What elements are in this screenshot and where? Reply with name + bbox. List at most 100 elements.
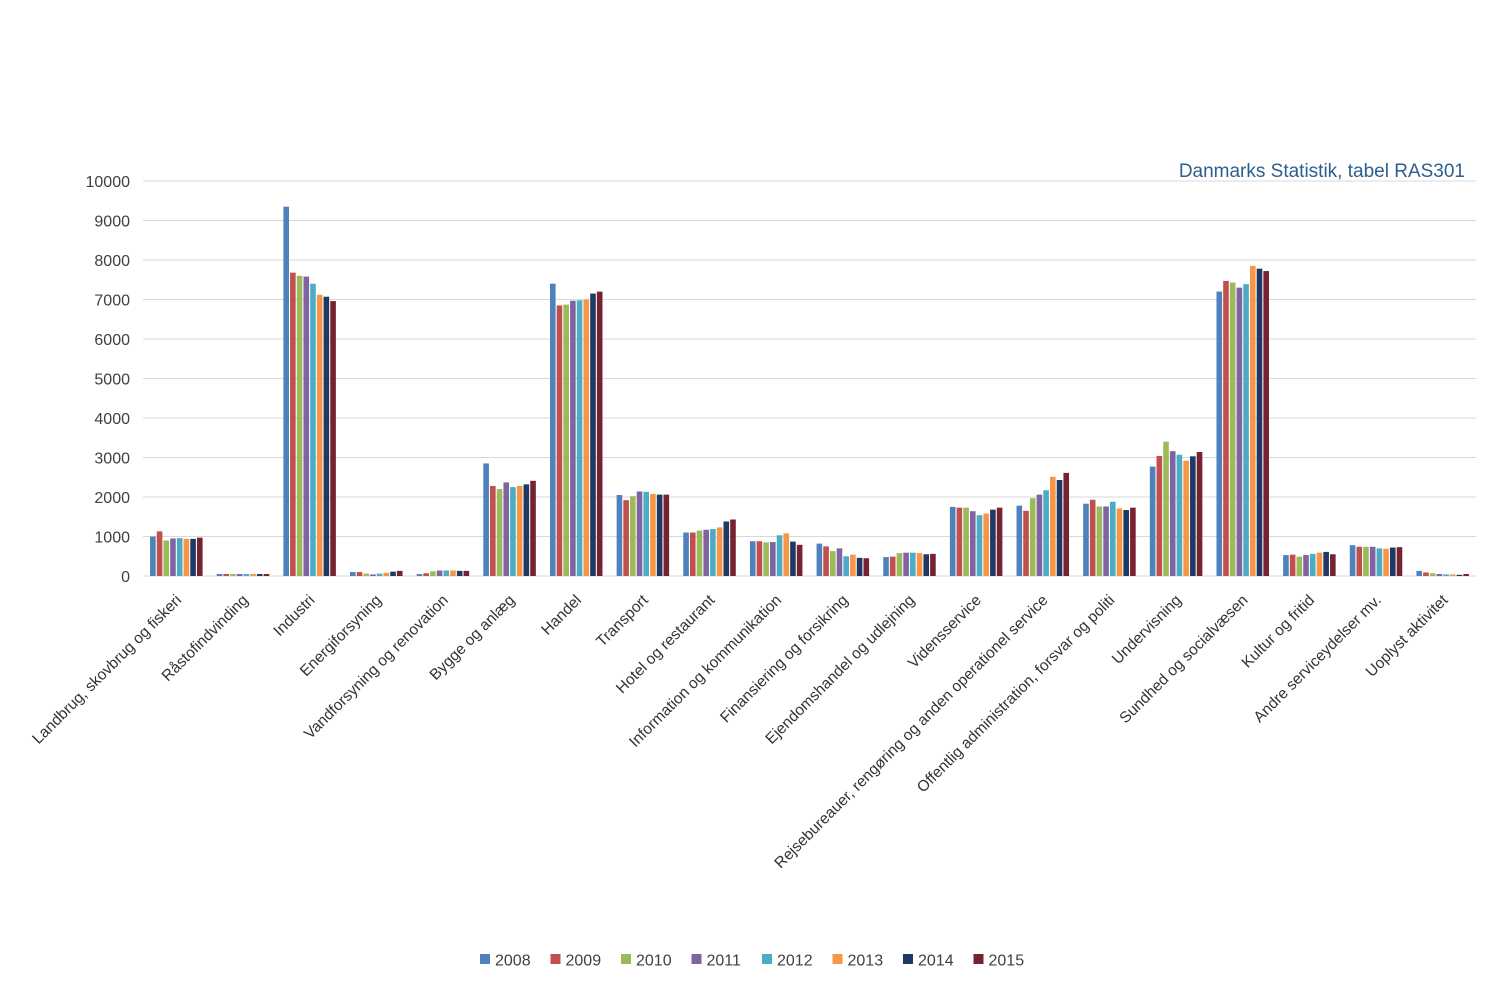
bar-2008-cat-13 [1016,505,1023,576]
bar-2009-cat-19 [1423,572,1429,576]
bar-2011-cat-14 [1103,506,1109,576]
bar-2008-cat-19 [1416,570,1423,576]
bar-2015-cat-18 [1396,547,1403,576]
bar-2012-cat-6 [576,300,583,576]
bar-2011-cat-11 [903,552,909,576]
bar-2009-cat-10 [823,546,829,577]
gridlines [143,180,1476,577]
bar-2008-cat-2 [283,206,289,577]
bar-2012-cat-13 [1043,490,1049,576]
y-tick-label: 9000 [94,214,130,231]
bar-2015-cat-9 [796,544,803,576]
bar-2014-cat-8 [723,521,730,576]
bar-2014-cat-9 [790,541,796,576]
legend-label: 2010 [636,953,672,970]
bar-2008-cat-15 [1149,466,1156,576]
bar-2011-cat-9 [770,542,776,576]
bar-2013-cat-13 [1050,476,1056,576]
bar-2011-cat-3 [370,574,376,576]
legend-swatch-2009 [550,954,561,964]
bar-2015-cat-7 [663,494,670,576]
bar-2013-cat-14 [1116,508,1123,576]
bar-2014-cat-11 [923,554,930,576]
bar-2014-cat-7 [656,494,663,576]
bar-2015-cat-6 [596,291,603,576]
bar-2015-cat-10 [863,558,870,576]
bar-2013-cat-1 [250,574,256,576]
bar-2015-cat-13 [1063,472,1070,576]
bar-2013-cat-4 [450,570,456,576]
x-category-label: Ejendomshandel og udlejning [762,592,918,748]
bar-2014-cat-0 [190,538,196,576]
bar-2010-cat-1 [230,574,236,576]
bar-2008-cat-18 [1349,545,1356,576]
bar-2012-cat-14 [1109,501,1116,576]
bar-2012-cat-4 [443,570,450,576]
bar-2009-cat-6 [556,305,563,576]
bar-2012-cat-10 [843,556,849,576]
legend: 2008 2009 2010 2011 2012 2013 2014 2015 [480,953,1024,970]
bar-2008-cat-3 [350,572,356,576]
legend-label: 2012 [777,953,813,970]
bar-2010-cat-5 [496,489,503,576]
bar-2008-cat-14 [1083,503,1089,576]
bar-2012-cat-12 [976,515,983,576]
x-category-label: Handel [538,592,585,639]
bar-2009-cat-2 [290,272,296,576]
bars [150,206,1469,577]
x-category-label: Transport [593,591,652,650]
bar-2012-cat-8 [710,529,716,576]
bar-2014-cat-17 [1323,551,1329,576]
legend-swatch-2008 [480,954,490,964]
bar-2015-cat-1 [263,574,270,576]
bar-2011-cat-18 [1369,546,1376,576]
bar-2011-cat-6 [570,300,576,576]
bar-2010-cat-16 [1229,282,1236,576]
bar-2012-cat-0 [176,538,183,576]
bar-2013-cat-19 [1449,574,1456,576]
bar-2011-cat-8 [703,529,709,576]
bar-2009-cat-11 [889,556,896,576]
bar-2009-cat-18 [1356,546,1363,576]
bar-2008-cat-11 [883,557,889,576]
bar-2012-cat-1 [243,574,250,576]
bar-2012-cat-17 [1309,553,1316,576]
bar-2008-cat-0 [150,536,156,576]
y-tick-label: 6000 [94,332,130,349]
bar-2010-cat-15 [1163,441,1169,576]
legend-swatch-2012 [762,954,772,964]
y-tick-label: 0 [121,569,130,586]
bar-2012-cat-7 [643,491,650,576]
bar-2010-cat-8 [696,530,703,576]
bar-2008-cat-8 [683,532,689,576]
x-category-label: Andre serviceydelser mv. [1251,592,1385,726]
bar-2012-cat-9 [776,535,783,576]
bar-2011-cat-10 [836,548,843,576]
bar-2010-cat-2 [296,275,303,576]
bar-2014-cat-13 [1056,480,1063,576]
bar-2008-cat-16 [1216,291,1223,576]
bar-2010-cat-13 [1029,498,1036,576]
bar-2014-cat-5 [523,484,530,576]
y-tick-label: 10000 [86,174,131,191]
bar-2008-cat-5 [483,463,489,576]
bar-2012-cat-2 [310,283,316,576]
x-category-label: Industri [270,592,318,640]
bar-2010-cat-12 [963,507,969,576]
bar-2011-cat-16 [1236,287,1243,576]
y-tick-label: 3000 [94,451,130,468]
bar-2015-cat-4 [463,570,470,576]
bar-2015-cat-8 [730,519,736,576]
bar-2011-cat-2 [303,276,310,576]
bar-2009-cat-9 [756,541,763,576]
bar-2013-cat-5 [516,485,523,576]
bar-2008-cat-7 [616,495,623,576]
bar-2014-cat-2 [323,296,330,576]
bar-2008-cat-17 [1283,555,1289,576]
legend-swatch-2011 [691,954,702,964]
x-axis-category-labels: Landbrug, skovbrug og fiskeriRåstofindvi… [29,591,1452,872]
bar-2011-cat-7 [636,491,643,576]
bar-2010-cat-4 [430,571,436,576]
bar-2013-cat-8 [716,527,723,576]
bar-2013-cat-10 [850,554,856,576]
